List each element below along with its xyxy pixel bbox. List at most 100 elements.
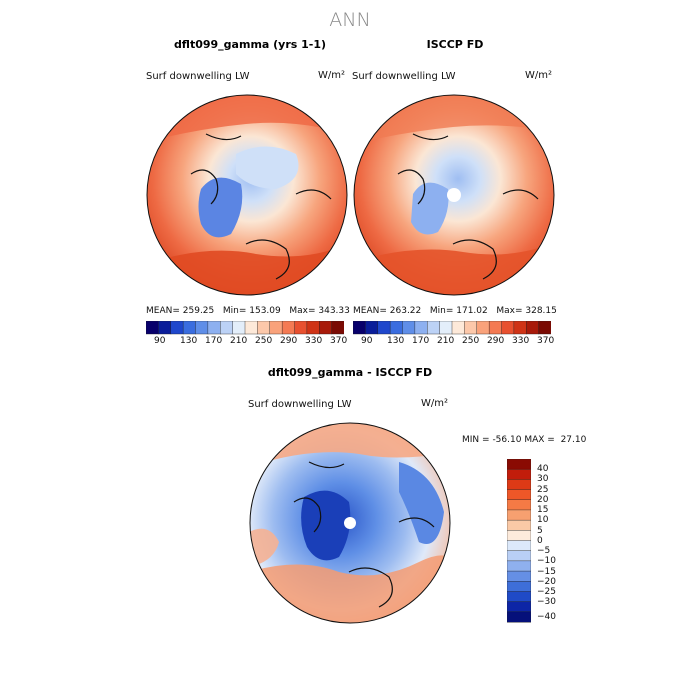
cb2-swatch-2 [377,321,391,335]
cb2-swatch-8 [451,321,465,335]
map-1-coast [190,133,332,280]
panel-2-map [353,94,555,296]
cbd-tick-0: 40 [537,464,549,474]
cb1-tick-3: 210 [230,336,248,346]
diff-panel-units: W/m² [421,398,449,409]
cb2-swatch-12 [501,321,515,335]
cbd-swatch-13 [507,591,531,603]
map-3-cold-core [301,490,351,561]
cbd-swatch-14 [507,601,531,613]
cb1-tick-6: 330 [305,336,323,346]
cb2-tick-0: 90 [361,336,373,346]
cb2-swatch-14 [526,321,540,335]
colorbar-diff [507,459,531,623]
cbd-swatch-6 [507,519,531,531]
panel-1-units: W/m² [318,70,346,81]
cb2-swatch-1 [365,321,379,335]
cb1-tick-5: 290 [280,336,298,346]
cbd-tick-6: 5 [537,526,543,536]
map-3-coast [293,461,435,608]
cb1-swatch-10 [269,321,283,335]
cb2-tick-4: 250 [462,336,480,346]
map-3-missing-pole [344,517,356,529]
cb1-swatch-6 [220,321,234,335]
colorbar-1 [146,321,344,335]
cb1-swatch-13 [306,321,320,335]
cb2-swatch-11 [488,321,503,335]
map-2-cold-core [411,182,449,235]
cbd-swatch-0 [507,459,531,470]
colorbar-2 [353,321,551,335]
cb1-swatch-3 [182,321,197,335]
map-1-cold-mid [236,146,299,189]
cbd-swatch-3 [507,489,531,501]
cb1-swatch-2 [170,321,184,335]
cbd-tick-1: 30 [537,474,549,484]
cbd-tick-8: −5 [537,546,551,556]
cb2-tick-2: 170 [412,336,430,346]
cb1-swatch-11 [281,321,296,335]
cb1-swatch-1 [158,321,172,335]
cb2-tick-7: 370 [537,336,555,346]
cb2-swatch-3 [389,321,404,335]
diff-panel-map [249,422,451,624]
cbd-tick-7: 0 [537,536,543,546]
diff-panel-title: dflt099_gamma - ISCCP FD [267,366,433,379]
cbd-swatch-4 [507,499,531,511]
panel-1-stats: MEAN= 259.25 Min= 153.09 Max= 343.33 [146,306,350,316]
cb2-swatch-0 [353,321,366,335]
cb2-tick-3: 210 [437,336,455,346]
cbd-tick-3: 20 [537,495,549,505]
panel-2-title: ISCCP FD [426,38,484,51]
map-3-cold-east [399,462,444,544]
cb1-swatch-12 [294,321,308,335]
panel-2-units: W/m² [525,70,553,81]
cb2-tick-6: 330 [512,336,530,346]
cbd-tick-2: 25 [537,485,549,495]
map-3-warm-bottom [250,555,450,623]
panel-2-variable: Surf downwelling LW [352,71,456,82]
cbd-swatch-15 [507,611,531,623]
diff-panel-stats: MIN = -56.10 MAX = 27.10 [462,435,587,445]
cbd-swatch-5 [507,509,531,521]
diff-panel-variable: Surf downwelling LW [248,399,352,410]
cb2-swatch-9 [464,321,478,335]
panel-1-title: dflt099_gamma (yrs 1-1) [173,38,327,51]
cbd-swatch-1 [507,468,531,480]
cb2-swatch-7 [439,321,453,335]
cb2-swatch-6 [427,321,441,335]
cb1-swatch-8 [244,321,258,335]
cb1-swatch-9 [257,321,271,335]
cbd-tick-10: −15 [537,567,556,577]
cb2-swatch-4 [402,321,416,335]
panel-1-map [146,94,348,296]
panel-1-variable: Surf downwelling LW [146,71,250,82]
cb2-tick-5: 290 [487,336,505,346]
cb1-tick-1: 130 [180,336,198,346]
cb1-swatch-5 [207,321,221,335]
colorbar-diff-ticks: 40 30 25 20 15 10 5 0 −5 −10 −15 −20 −25… [537,459,577,629]
cb2-swatch-10 [476,321,490,335]
cb1-tick-4: 250 [255,336,273,346]
map-1-cold-core [198,177,243,238]
cbd-swatch-11 [507,570,531,582]
cbd-swatch-9 [507,550,531,562]
cbd-tick-14: −40 [537,612,556,622]
cbd-tick-11: −20 [537,577,556,587]
cbd-swatch-2 [507,479,531,491]
cb1-tick-0: 90 [154,336,166,346]
cb1-swatch-7 [232,321,246,335]
cb2-swatch-13 [513,321,527,335]
figure-title: ANN [329,9,371,31]
map-2-coast [397,133,539,280]
cb2-tick-1: 130 [387,336,405,346]
cbd-tick-9: −10 [537,556,556,566]
cb1-swatch-14 [319,321,333,335]
map-2-missing-pole [447,188,461,202]
cb1-swatch-15 [331,321,344,335]
cb2-swatch-15 [538,321,551,335]
cbd-tick-5: 10 [537,515,549,525]
cbd-tick-12: −25 [537,587,556,597]
cb1-swatch-0 [146,321,159,335]
cbd-tick-13: −30 [537,597,556,607]
